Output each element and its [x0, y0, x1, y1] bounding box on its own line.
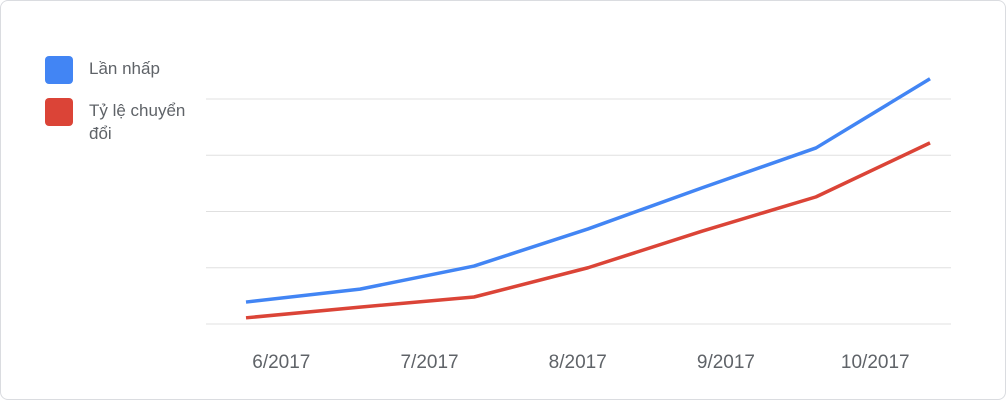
legend-label: Lần nhấp [89, 59, 160, 78]
legend-swatch [45, 98, 73, 126]
x-tick-label: 6/2017 [252, 352, 310, 373]
legend-item: Tỷ lệ chuyển đổi [45, 98, 199, 145]
legend-label: Tỷ lệ chuyển đổi [89, 101, 186, 143]
legend-swatch [45, 56, 73, 84]
x-tick-label: 7/2017 [400, 352, 458, 373]
series-line [245, 141, 931, 320]
x-tick-label: 8/2017 [549, 352, 607, 373]
series-line [245, 77, 931, 304]
legend-item: Lần nhấp [45, 56, 199, 84]
x-tick-label: 9/2017 [697, 352, 755, 373]
x-tick-label: 10/2017 [841, 352, 910, 373]
